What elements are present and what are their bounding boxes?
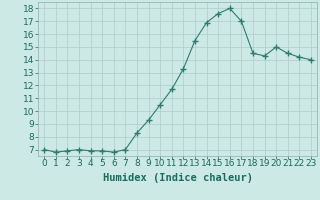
X-axis label: Humidex (Indice chaleur): Humidex (Indice chaleur) [103, 173, 252, 183]
